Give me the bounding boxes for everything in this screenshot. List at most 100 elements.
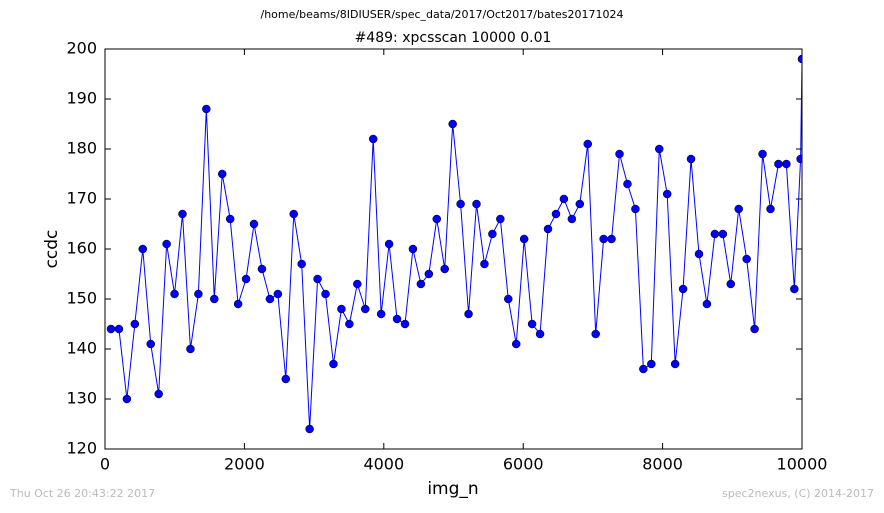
data-point [448,119,457,129]
data-point [210,294,219,304]
data-point [796,154,802,164]
data-point [194,289,203,299]
data-point [265,294,275,304]
data-point [146,339,155,349]
data-point [170,289,179,299]
data-point [162,239,171,249]
footer-left: Thu Oct 26 20:43:22 2017 [9,487,155,500]
data-point [432,214,442,224]
data-point [345,319,354,329]
data-point [313,274,322,284]
data-point [655,144,664,154]
data-line [110,58,802,430]
x-tick-label: 4000 [363,455,404,474]
data-point [225,214,235,224]
x-tick-label: 6000 [503,455,544,474]
data-point [782,159,791,169]
x-tick-label: 8000 [642,455,683,474]
x-tick-label: 2000 [224,455,265,474]
data-point [384,239,394,249]
x-tick-label: 10000 [777,455,828,474]
data-point [694,249,704,259]
data-point [217,169,227,179]
data-point [702,299,712,309]
data-point [766,204,775,214]
data-point [639,364,648,374]
data-point [750,324,759,334]
data-point [456,199,465,209]
data-point [297,259,306,269]
data-point [305,424,314,434]
data-point [488,229,497,239]
data-point [241,274,251,284]
y-axis-label: ccdc [42,230,62,269]
y-tick-label: 140 [66,339,97,358]
data-point [106,324,116,334]
data-point [710,229,720,239]
suptitle: /home/beams/8IDIUSER/spec_data/2017/Oct2… [261,8,624,21]
data-point [289,209,298,219]
y-tick-label: 190 [66,89,97,108]
data-point [424,269,434,279]
data-point [527,319,537,329]
data-point [361,304,370,314]
data-point [178,209,187,219]
data-point [464,309,473,319]
data-point [257,264,267,274]
data-point [599,234,608,244]
data-point [114,324,124,334]
data-point [122,394,132,404]
footer-right: spec2nexus, (C) 2014-2017 [722,487,874,500]
y-tick-label: 130 [66,389,97,408]
data-point [440,264,449,274]
data-point [734,204,743,214]
data-point [575,199,585,209]
data-point [742,254,751,264]
data-point [797,54,802,64]
data-point [186,344,195,354]
data-point [408,244,418,254]
data-point [567,214,577,224]
data-point [337,304,346,314]
data-point [416,279,426,289]
y-tick-label: 180 [66,139,97,158]
data-point [202,104,211,114]
data-point [233,299,243,309]
y-tick-label: 160 [66,239,97,258]
data-point [368,134,378,144]
data-point [321,289,330,299]
x-axis-label: img_n [427,479,478,499]
data-point [607,234,616,244]
data-point [726,279,736,289]
data-point [662,189,672,199]
data-point [496,214,505,224]
data-point [249,219,259,229]
data-point [130,319,140,329]
data-point [551,209,561,219]
data-point [774,159,783,169]
data-point [559,194,569,204]
data-point [281,374,291,384]
data-point [519,234,529,244]
x-tick-label: 0 [100,455,110,474]
data-point [376,309,386,319]
data-point [591,329,600,339]
data-point [678,284,688,294]
data-point [273,289,283,299]
data-point [329,359,338,369]
chart-title: #489: xpcsscan 10000 0.01 [355,30,552,46]
data-point [718,229,728,239]
data-point [472,199,481,209]
data-point [511,339,521,349]
data-point [543,224,553,234]
data-point [583,139,592,149]
data-point [631,204,640,214]
y-tick-label: 120 [66,439,97,458]
data-point [535,329,545,339]
data-point [504,294,513,304]
data-point [623,179,632,189]
data-point [615,149,624,159]
data-point [647,359,656,369]
